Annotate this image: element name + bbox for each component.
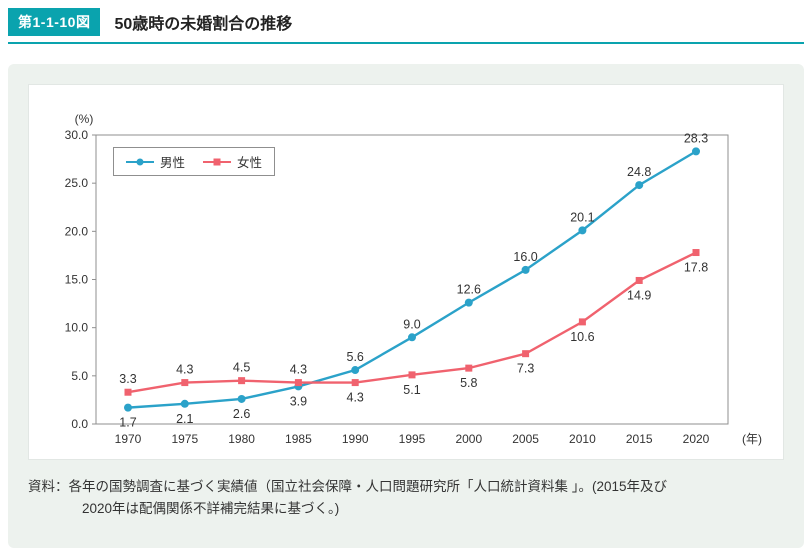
data-label: 4.3	[176, 363, 193, 377]
data-marker	[635, 276, 643, 284]
figure-header: 第1-1-10図 50歳時の未婚割合の推移	[8, 8, 804, 44]
data-marker	[522, 350, 530, 358]
legend-label-male: 男性	[160, 156, 186, 170]
data-marker	[635, 181, 644, 190]
data-marker	[578, 226, 587, 235]
x-tick-label: 1985	[285, 432, 312, 446]
data-label: 20.1	[570, 210, 594, 224]
data-label: 12.6	[457, 283, 481, 297]
y-tick-label: 5.0	[71, 369, 88, 383]
source-note: 資料：各年の国勢調査に基づく実績値（国立社会保障・人口問題研究所「人口統計資料集…	[28, 476, 784, 521]
legend-label-female: 女性	[237, 156, 263, 170]
y-tick-label: 15.0	[65, 273, 89, 287]
data-label: 3.9	[290, 394, 307, 408]
data-label: 14.9	[627, 288, 651, 302]
data-label: 4.3	[290, 363, 307, 377]
data-marker	[351, 379, 359, 387]
data-marker	[692, 147, 700, 156]
legend-item-female: 女性	[203, 152, 262, 171]
chart-legend: 男性 女性	[113, 147, 276, 176]
data-marker	[578, 318, 586, 326]
data-label: 24.8	[627, 165, 651, 179]
legend-item-male: 男性	[126, 152, 185, 171]
x-tick-label: 2005	[512, 432, 539, 446]
y-axis-unit: (%)	[75, 112, 94, 126]
data-marker	[408, 371, 416, 379]
x-tick-label: 2015	[626, 432, 653, 446]
data-marker	[464, 298, 473, 307]
data-label: 1.7	[119, 416, 136, 430]
data-label: 9.0	[403, 317, 420, 331]
data-label: 5.1	[403, 383, 420, 397]
data-marker	[181, 379, 189, 387]
chart-svg: 0.0 5.0 10.0 15.0 20.0 25.0 30.0 (%) (年) 1970 1975…	[65, 112, 762, 446]
data-label: 3.3	[119, 372, 136, 386]
data-marker	[408, 333, 416, 342]
data-label: 10.6	[570, 330, 594, 344]
y-tick-label: 0.0	[71, 417, 88, 431]
x-tick-label: 1975	[171, 432, 198, 446]
chart-card: 0.0 5.0 10.0 15.0 20.0 25.0 30.0 (%) (年) 1970 1975…	[28, 84, 784, 460]
female-line-marker-icon	[203, 157, 232, 167]
data-marker	[294, 379, 302, 387]
data-marker	[238, 377, 246, 385]
source-note-line2: 2020年は配偶関係不詳補完結果に基づく。)	[82, 501, 340, 517]
x-tick-label: 2010	[569, 432, 596, 446]
figure-number-badge: 第1-1-10図	[8, 8, 101, 36]
data-marker	[180, 399, 189, 408]
y-tick-label: 30.0	[65, 128, 89, 142]
source-note-line1: 資料：各年の国勢調査に基づく実績値（国立社会保障・人口問題研究所「人口統計資料集…	[28, 479, 668, 494]
data-label: 5.8	[460, 376, 477, 390]
data-label: 4.5	[233, 361, 250, 375]
data-marker	[692, 249, 700, 257]
data-marker	[124, 403, 132, 412]
data-marker	[465, 364, 473, 372]
data-label: 4.3	[347, 391, 364, 405]
x-axis-unit: (年)	[742, 432, 762, 446]
chart-panel: 0.0 5.0 10.0 15.0 20.0 25.0 30.0 (%) (年) 1970 1975…	[8, 64, 804, 548]
figure-title: 50歳時の未婚割合の推移	[114, 16, 293, 33]
y-tick-label: 20.0	[65, 224, 89, 238]
x-tick-label: 2020	[683, 432, 710, 446]
x-tick-label: 1980	[228, 432, 255, 446]
data-label: 2.1	[176, 412, 193, 426]
male-line-marker-icon	[126, 157, 154, 167]
x-tick-label: 1970	[115, 432, 142, 446]
data-marker	[237, 394, 246, 403]
data-label: 2.6	[233, 407, 250, 421]
data-label: 7.3	[517, 362, 534, 376]
data-label: 5.6	[347, 350, 364, 364]
x-tick-label: 1995	[399, 432, 426, 446]
data-label: 28.3	[684, 131, 708, 145]
line-chart: 0.0 5.0 10.0 15.0 20.0 25.0 30.0 (%) (年) 1970 1975…	[29, 85, 783, 459]
x-tick-label: 2000	[455, 432, 482, 446]
y-tick-label: 10.0	[65, 321, 89, 335]
y-tick-label: 25.0	[65, 176, 89, 190]
data-label: 16.0	[513, 250, 537, 264]
data-label: 17.8	[684, 261, 708, 275]
data-marker	[124, 388, 132, 396]
x-tick-label: 1990	[342, 432, 369, 446]
data-marker	[351, 366, 360, 375]
data-marker	[521, 265, 530, 274]
